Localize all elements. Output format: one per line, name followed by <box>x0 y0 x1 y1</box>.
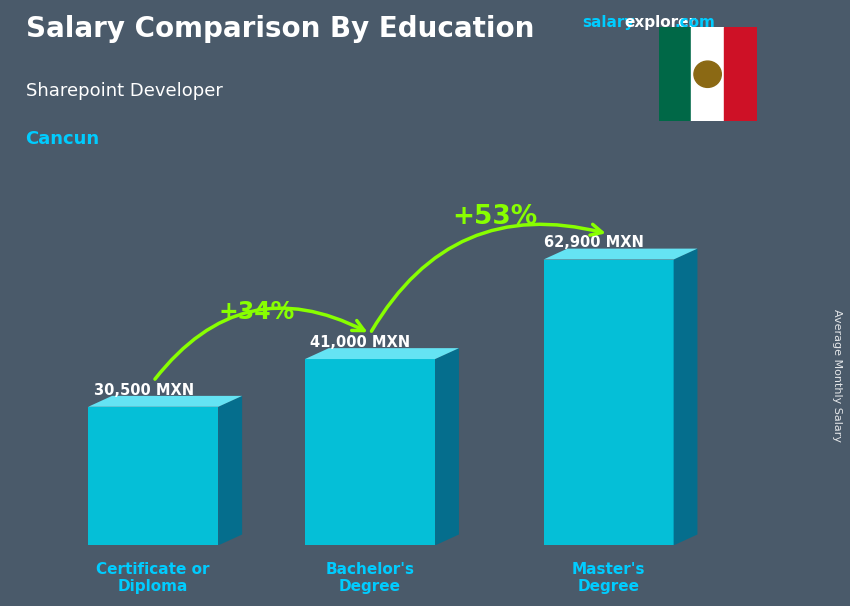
Polygon shape <box>88 407 218 545</box>
Text: salary: salary <box>582 15 635 30</box>
Text: Cancun: Cancun <box>26 130 99 148</box>
Text: Salary Comparison By Education: Salary Comparison By Education <box>26 15 534 43</box>
Polygon shape <box>673 248 698 545</box>
Text: 62,900 MXN: 62,900 MXN <box>543 235 643 250</box>
Polygon shape <box>543 248 698 259</box>
Polygon shape <box>218 396 242 545</box>
Polygon shape <box>305 359 435 545</box>
Text: +53%: +53% <box>452 204 537 230</box>
Circle shape <box>694 61 722 87</box>
Bar <box>659 27 691 121</box>
Polygon shape <box>305 348 459 359</box>
Polygon shape <box>435 348 459 545</box>
Polygon shape <box>543 259 673 545</box>
Text: Sharepoint Developer: Sharepoint Developer <box>26 82 223 100</box>
Text: +34%: +34% <box>218 300 294 324</box>
Text: .com: .com <box>674 15 715 30</box>
Bar <box>691 27 724 121</box>
Text: Average Monthly Salary: Average Monthly Salary <box>832 309 842 442</box>
Text: explorer: explorer <box>625 15 697 30</box>
Text: 30,500 MXN: 30,500 MXN <box>94 382 194 398</box>
Polygon shape <box>88 396 242 407</box>
Text: 41,000 MXN: 41,000 MXN <box>310 335 411 350</box>
Bar <box>724 27 756 121</box>
